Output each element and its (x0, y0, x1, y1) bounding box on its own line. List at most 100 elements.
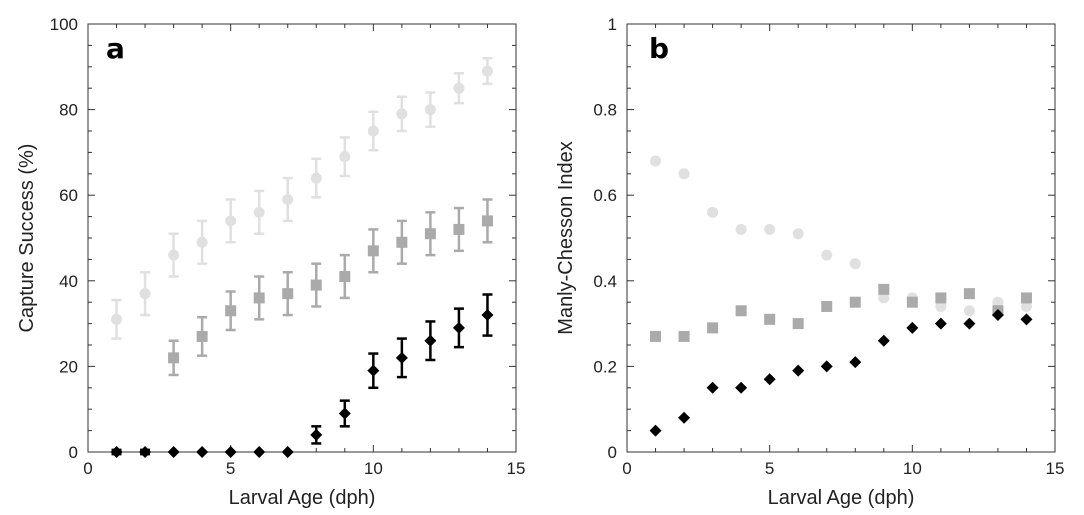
panel-a-x-tick-label: 15 (507, 459, 526, 478)
panel-b-y-tick-label: 0.2 (593, 357, 617, 376)
panel-a-diamond-point (481, 309, 494, 322)
panel-b-diamond-point (763, 373, 776, 386)
panel-a-data-points (110, 56, 494, 458)
panel-a-diamond-point (395, 351, 408, 364)
panel-b-diamond-point (706, 381, 719, 394)
panel-b-circle-point (992, 296, 1004, 308)
panel-a-circle-point (168, 249, 180, 261)
panel-a-square-point (282, 288, 294, 300)
panel-b-diamond-point (906, 321, 919, 334)
panel-a-y-tick-label: 40 (59, 272, 78, 291)
panel-a-diamond-point (224, 446, 237, 458)
panel-b-x-tick-label: 5 (765, 459, 774, 478)
panel-a-square-point (367, 245, 379, 257)
panel-b-diamond-point (991, 309, 1004, 322)
panel-a-y-axis-title: Capture Success (%) (16, 144, 38, 333)
panel-b-plot-frame (626, 23, 1056, 453)
panel-a-circle-point (253, 206, 265, 218)
panel-a-circle-point (111, 313, 123, 325)
panel-b-circle-point (1020, 300, 1032, 312)
panel-b-data-points (649, 155, 1033, 437)
panel-b-square-point (878, 283, 890, 295)
panel-b-diamond-point (649, 424, 662, 437)
panel-b-circle-point (650, 155, 662, 167)
panel-a-y-tick-label: 80 (59, 101, 78, 120)
panel-a: 0 5 10 15 0 20 40 60 80 100 a Larval Age (dph) Ca… (16, 15, 525, 509)
panel-a-square-point (310, 279, 322, 291)
panel-a-square-point (225, 305, 237, 317)
panel-a-plot-frame (87, 23, 517, 453)
panel-a-square-point (453, 223, 465, 235)
panel-b-y-tick-label: 1 (608, 15, 617, 34)
panel-a-circle-point (424, 104, 436, 116)
panel-b-square-point (935, 292, 947, 304)
panel-b-y-tick-label: 0.4 (593, 272, 617, 291)
panel-b-diamond-point (735, 381, 748, 394)
panel-b-square-point (678, 330, 690, 342)
panel-b-square-point (764, 313, 776, 325)
panel-b-x-axis-title: Larval Age (dph) (768, 487, 915, 509)
panel-b-circle-point (735, 223, 747, 235)
panel-b-square-point (906, 296, 918, 308)
panel-b-x-tick-label: 10 (903, 459, 922, 478)
panel-b-series-diamond (649, 309, 1033, 437)
panel-a-circle-point (139, 288, 151, 300)
panel-a-x-tick-label: 0 (83, 459, 92, 478)
panel-b-circle-point (963, 305, 975, 317)
panel-a-letter: a (106, 32, 125, 65)
panel-b-series-square (650, 283, 1032, 342)
panel-b-circle-point (878, 292, 890, 304)
panel-b-diamond-point (849, 356, 862, 369)
panel-a-diamond-point (338, 407, 351, 420)
panel-a-square-point (339, 271, 351, 283)
panel-b-square-point (650, 330, 662, 342)
panel-a-circle-point (367, 125, 379, 137)
panel-a-diamond-point (167, 446, 180, 458)
panel-b-letter: b (649, 32, 669, 65)
panel-a-diamond-point (110, 446, 123, 458)
panel-b-square-point (1020, 292, 1032, 304)
panel-a-circle-point (196, 236, 208, 248)
panel-a-diamond-point (310, 428, 323, 441)
panel-a-circle-point (453, 82, 465, 94)
panel-a-circle-point (339, 151, 351, 163)
panel-a-circle-point (396, 108, 408, 120)
panel-b-circle-point (707, 206, 719, 218)
panel-b-diamond-point (792, 364, 805, 377)
panel-a-y-tick-label: 0 (69, 443, 78, 462)
panel-b-square-point (849, 296, 861, 308)
panel-a-diamond-point (424, 334, 437, 347)
panel-a-square-point (168, 352, 180, 364)
panel-a-series-square (168, 198, 493, 377)
panel-b-circle-point (935, 300, 947, 312)
panel-a-circle-point (310, 172, 322, 184)
panel-a-x-axis-title: Larval Age (dph) (229, 487, 376, 509)
panel-b-diamond-point (820, 360, 833, 373)
panel-a-circle-point (481, 65, 493, 77)
panel-a-diamond-point (253, 446, 266, 458)
panel-b-y-tick-label: 0 (608, 443, 617, 462)
panel-a-square-point (253, 292, 265, 304)
panel-a-diamond-point (139, 446, 152, 458)
panel-b-square-point (707, 322, 719, 334)
panel-b-x-tick-label: 0 (622, 459, 631, 478)
panel-b-y-tick-label: 0.8 (593, 101, 617, 120)
panel-a-diamond-point (196, 446, 209, 458)
panel-a-x-tick-label: 5 (226, 459, 235, 478)
panel-a-series-diamond (110, 293, 494, 458)
panel-b-square-point (963, 288, 975, 300)
panel-b-circle-point (821, 249, 833, 261)
panel-a-square-point (396, 236, 408, 248)
panel-b-ticks: 0 5 10 15 0 0.2 0.4 0.6 0.8 1 (593, 15, 1064, 478)
panel-a-circle-point (282, 193, 294, 205)
panel-a-ticks: 0 5 10 15 0 20 40 60 80 100 (50, 15, 526, 478)
panel-b-diamond-point (877, 334, 890, 347)
panel-b-circle-point (678, 168, 690, 180)
panel-b-diamond-point (678, 411, 691, 424)
panel-b-square-point (792, 318, 804, 330)
panel-a-diamond-point (452, 321, 465, 334)
panel-a-series-circle (111, 56, 493, 340)
panel-b-x-tick-label: 15 (1046, 459, 1065, 478)
